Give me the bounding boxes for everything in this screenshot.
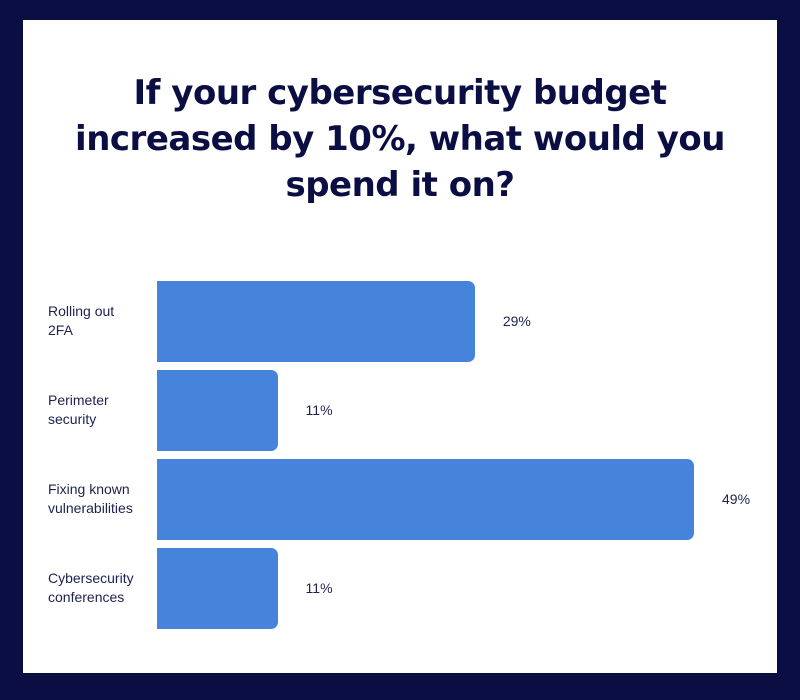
bar bbox=[157, 548, 278, 629]
value-label: 29% bbox=[502, 313, 531, 329]
title-line: increased by 10%, what would you bbox=[75, 119, 725, 159]
category-label: Perimeter security bbox=[48, 392, 109, 427]
value-label: 11% bbox=[305, 580, 333, 596]
category-label: Fixing known vulnerabilities bbox=[48, 481, 133, 516]
bar bbox=[157, 281, 475, 362]
bar bbox=[157, 459, 694, 540]
title-line: If your cybersecurity budget bbox=[133, 73, 667, 113]
title-line: spend it on? bbox=[285, 165, 515, 205]
value-label: 49% bbox=[722, 491, 751, 507]
category-label: Cybersecurity conferences bbox=[48, 570, 134, 605]
value-label: 11% bbox=[305, 402, 333, 418]
bar bbox=[157, 370, 278, 451]
category-label: Rolling out 2FA bbox=[48, 303, 115, 338]
chart-title: If your cybersecurity budget increased b… bbox=[0, 70, 800, 208]
